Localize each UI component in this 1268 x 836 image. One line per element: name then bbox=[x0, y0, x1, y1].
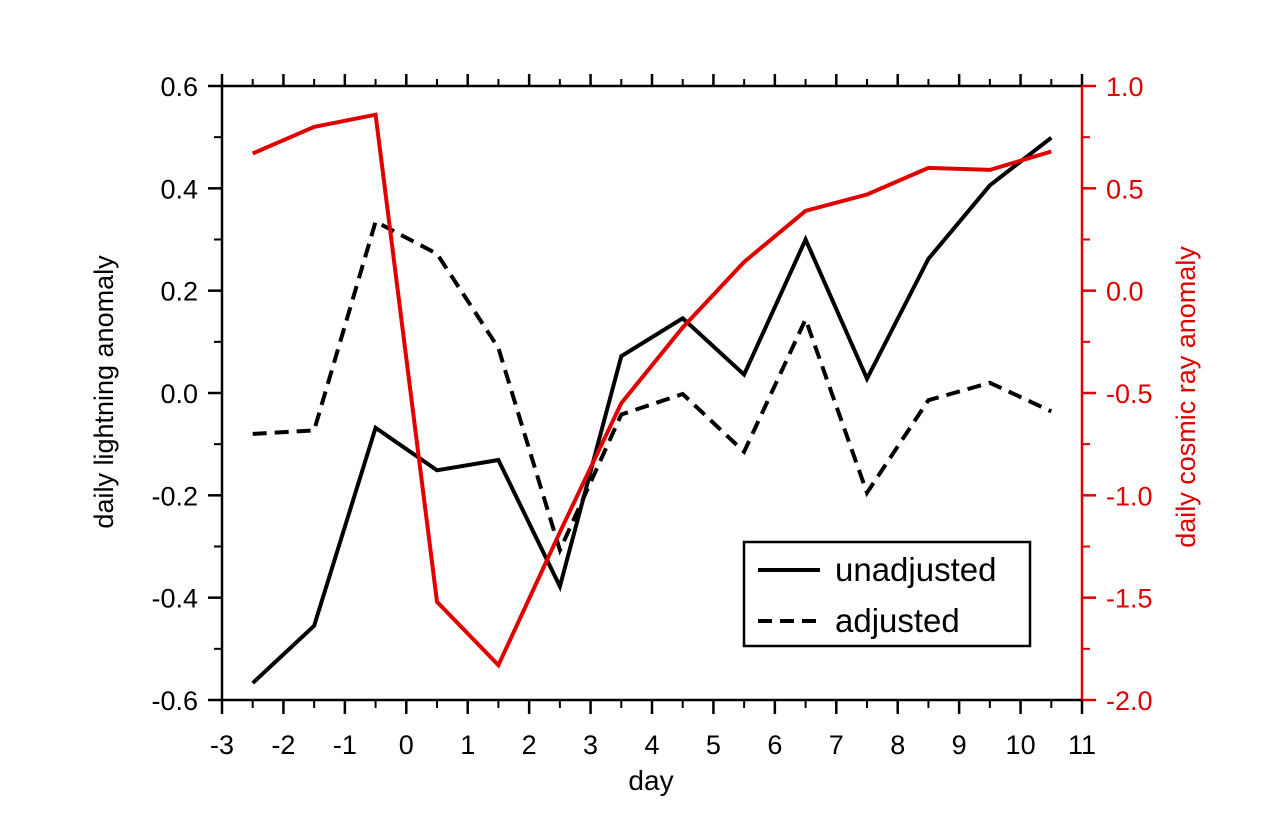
y2-tick-label: -0.5 bbox=[1106, 379, 1153, 409]
x-tick-label: 11 bbox=[1068, 730, 1096, 760]
legend-label-unadjusted: unadjusted bbox=[835, 551, 996, 588]
legend-label-adjusted: adjusted bbox=[835, 602, 960, 639]
x-tick-label: 5 bbox=[706, 730, 721, 760]
x-tick-label: 0 bbox=[399, 730, 414, 760]
x-tick-label: 2 bbox=[522, 730, 537, 760]
x-tick-label: 1 bbox=[460, 730, 475, 760]
y2-tick-label: -2.0 bbox=[1106, 686, 1153, 716]
x-tick-label: -1 bbox=[333, 730, 357, 760]
legend: unadjusted adjusted bbox=[744, 542, 1030, 646]
x-tick-label: 3 bbox=[583, 730, 598, 760]
y2-axis-label: daily cosmic ray anomaly bbox=[1171, 246, 1201, 548]
y-tick-label: 0.6 bbox=[160, 72, 198, 102]
x-tick-label: 7 bbox=[829, 730, 844, 760]
x-tick-label: 8 bbox=[890, 730, 905, 760]
x-tick-label: 4 bbox=[644, 730, 659, 760]
y2-axis-ticks: -2.0 -1.5 -1.0 -0.5 0.0 0.5 1.0 bbox=[1082, 72, 1153, 716]
x-tick-label: 6 bbox=[767, 730, 782, 760]
y-tick-label: 0.2 bbox=[160, 277, 198, 307]
x-tick-label: 9 bbox=[952, 730, 967, 760]
y2-tick-label: 0.0 bbox=[1106, 277, 1144, 307]
x-tick-label: 10 bbox=[1006, 730, 1036, 760]
y2-tick-label: -1.0 bbox=[1106, 481, 1153, 511]
y2-tick-label: -1.5 bbox=[1106, 584, 1153, 614]
x-tick-label: -3 bbox=[210, 730, 234, 760]
y-tick-label: 0.4 bbox=[160, 174, 198, 204]
y-tick-label: -0.6 bbox=[151, 686, 198, 716]
y2-tick-label: 0.5 bbox=[1106, 174, 1144, 204]
y2-tick-label: 1.0 bbox=[1106, 72, 1144, 102]
y-tick-label: 0.0 bbox=[160, 379, 198, 409]
series-line-adjusted bbox=[253, 222, 1052, 550]
x-axis-ticks: -3 -2 -1 0 1 2 3 4 5 6 7 8 9 10 11 bbox=[210, 74, 1096, 760]
x-tick-label: -2 bbox=[271, 730, 295, 760]
y-axis-label: daily lightning anomaly bbox=[89, 255, 119, 529]
y-axis-ticks: -0.6 -0.4 -0.2 0.0 0.2 0.4 0.6 bbox=[151, 72, 222, 716]
x-axis-label: day bbox=[628, 765, 673, 796]
y-tick-label: -0.2 bbox=[151, 481, 198, 511]
y-tick-label: -0.4 bbox=[151, 584, 198, 614]
